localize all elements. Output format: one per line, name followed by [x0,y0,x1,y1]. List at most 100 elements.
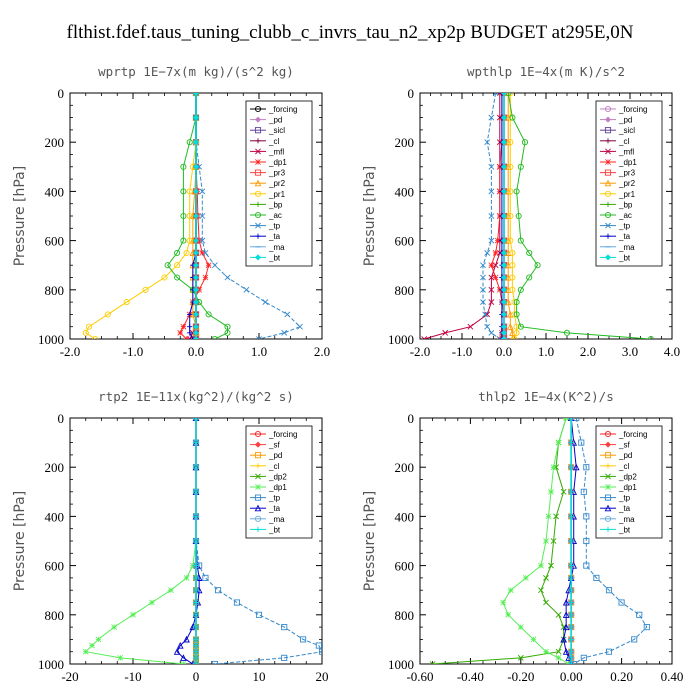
y-axis-label: Pressure [hPa] [12,491,28,591]
series-point-tp [318,648,322,655]
legend-label: _bt [618,525,631,534]
series-point-ta [560,635,567,643]
series-point-dp1 [530,636,537,643]
series-line-pr2 [507,93,513,339]
series-point-bt [193,649,199,655]
series-point-ac [517,323,524,330]
legend-label: _tp [268,222,281,231]
legend-marker [254,190,262,197]
series-point-ac [509,114,516,121]
series-point-dp1 [517,624,524,630]
legend-marker [604,190,612,197]
x-tick-label: -1.0 [452,344,473,359]
legend-marker [254,515,262,522]
series-point-tp [256,336,262,339]
series-line-dp1 [84,418,197,664]
y-tick-label: 0 [58,86,65,101]
x-tick-label: -10 [124,669,141,684]
series-point-ac [180,163,187,170]
series-point-tp [583,464,590,471]
series-point-tp [573,418,580,422]
series-point-tp [482,311,489,318]
series-point-tp [281,654,288,661]
series-point-ac [174,249,181,256]
series-point-dp1 [180,661,187,664]
series-point-ac [515,212,522,220]
legend-marker [604,515,612,522]
series-point-dp1 [183,336,190,339]
legend-marker [255,201,261,207]
series-point-tp [300,636,307,643]
y-tick-label: 1000 [388,657,414,672]
series-point-bt [568,489,574,495]
series-point-dp1 [545,513,552,520]
series-point-pr1 [507,93,514,97]
legend-label: _tp [268,494,281,503]
series-point-dp1 [189,562,196,569]
series-line-tp [573,418,648,664]
legend-marker [255,473,261,480]
panel-title: thlp2 1E−4x(K^2)/s [478,389,613,404]
series-point-tp [618,599,625,606]
legend-label: _ma [618,243,635,252]
series-point-tp [480,299,486,306]
series-point-dp2 [543,574,549,581]
legend-label: _ta [268,232,281,241]
legend-marker [605,138,611,144]
series-point-ac [563,329,571,336]
legend-label: _dp1 [618,483,637,492]
series-point-tp [193,93,199,96]
series-point-tp [492,93,499,96]
series-point-bt [192,311,200,318]
legend-marker [604,494,612,501]
series-point-ta [499,336,505,339]
legend-marker [605,233,611,239]
series-point-dp1 [130,611,136,618]
series-line-dp2 [432,418,567,664]
series-point-dp2 [429,661,436,664]
series-point-bt [192,139,200,146]
series-point-dp1 [494,237,501,244]
legend-label: _forcing [618,430,647,439]
series-point-ac [180,188,187,195]
series-point-ac [164,262,171,269]
y-tick-label: 800 [45,608,65,623]
legend-marker [254,494,262,501]
legend-marker [604,504,612,512]
legend-label: _pr3 [268,169,286,178]
series-point-ac [224,323,231,330]
y-tick-label: 200 [45,135,65,150]
legend-marker [255,463,261,469]
x-tick-label: 10 [253,669,266,684]
legend-marker [255,484,261,490]
series-point-dp1 [522,575,529,581]
series-point-bt [193,599,199,606]
series-point-mfl [488,286,495,293]
series-point-ac [517,286,524,293]
series-point-bt [500,249,508,256]
series-group [429,418,650,664]
legend-marker [254,441,262,448]
series-point-tp [281,624,288,631]
series-point-tp [214,587,222,594]
series-point-bt [568,464,574,470]
y-tick-label: 600 [395,234,415,249]
series-point-pr1 [183,249,190,256]
series-point-pr1 [161,274,168,281]
series-point-bt [500,93,508,97]
x-tick-label: -1.0 [123,344,144,359]
legend-label: _cl [268,137,279,146]
series-point-ta [180,654,187,661]
series-point-bt [500,299,508,306]
series-point-tp [578,439,585,446]
series-point-ac [526,274,533,281]
series-point-dp1 [196,237,203,244]
series-point-dp1 [149,599,155,606]
series-point-bt [568,418,574,421]
series-point-dp1 [111,624,117,630]
series-point-tp [636,611,643,618]
legend-label: _ac [268,211,282,220]
series-point-pr1 [507,139,514,146]
x-tick-label: 2.0 [314,344,330,359]
series-point-pr1 [509,274,516,281]
